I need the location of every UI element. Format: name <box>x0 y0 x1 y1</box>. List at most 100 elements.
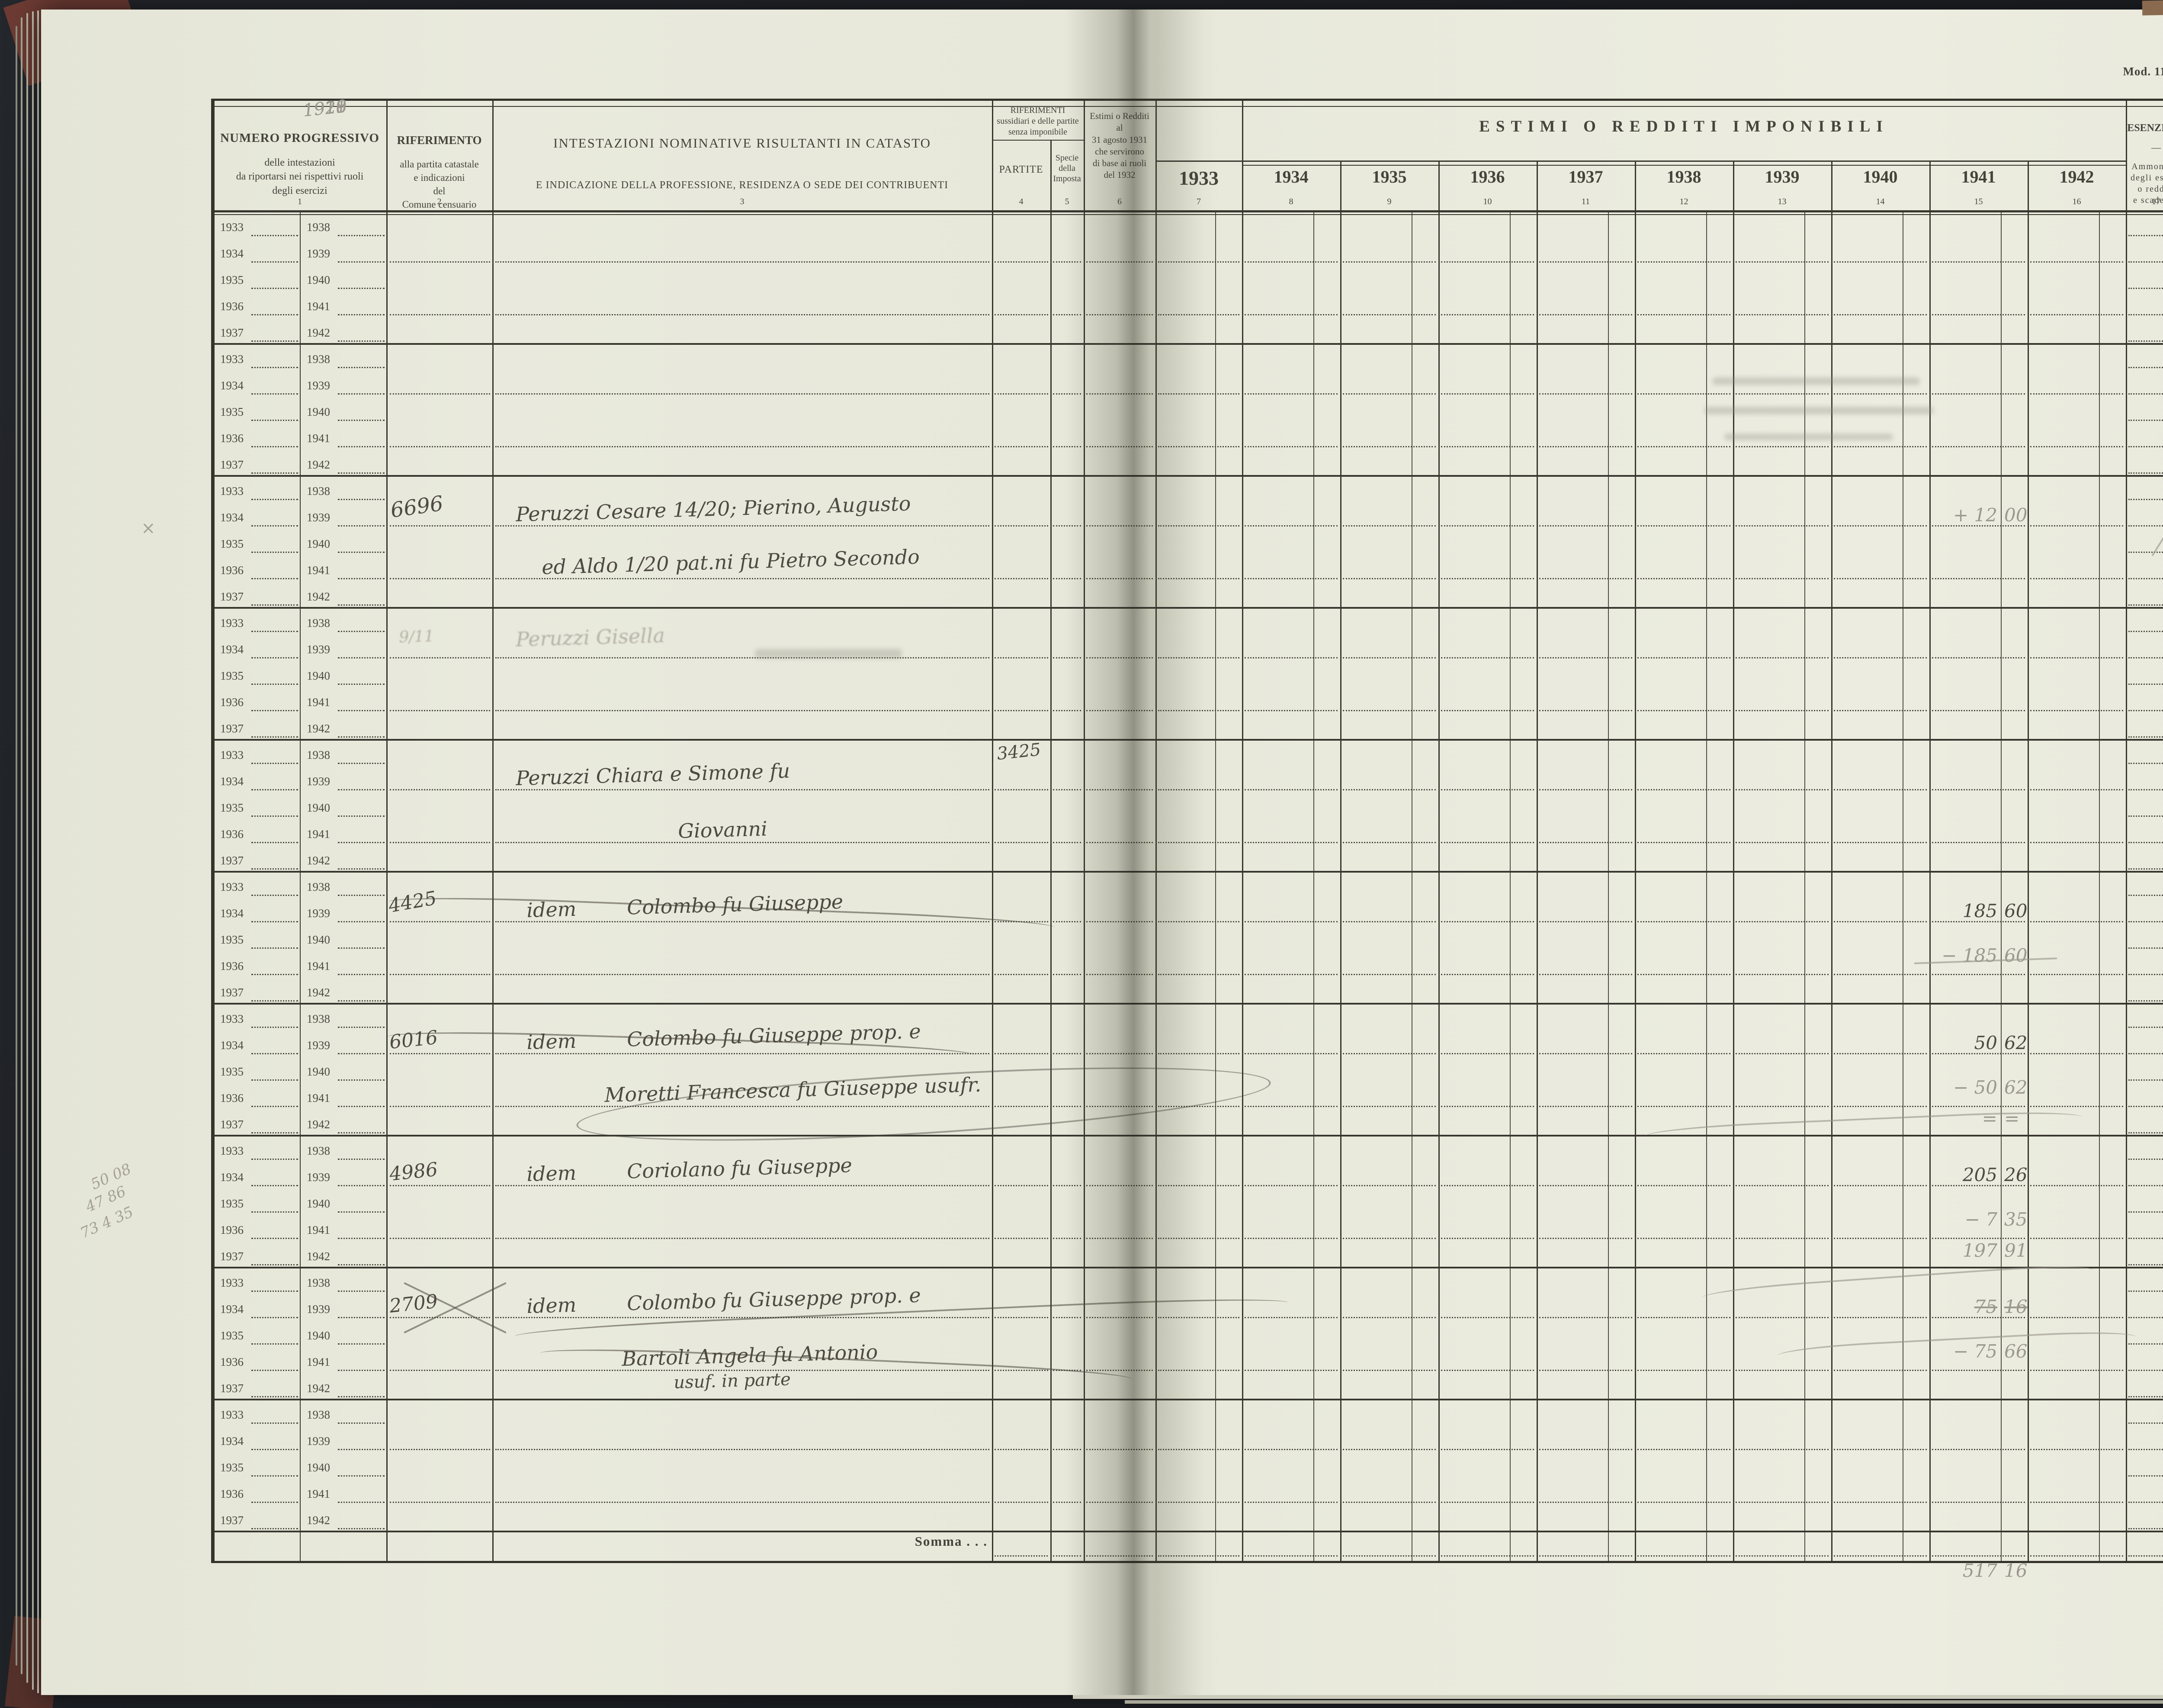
row-year-label: 1934 <box>220 1435 244 1448</box>
dotted-rule <box>995 710 1048 711</box>
dotted-rule <box>1441 1053 1534 1054</box>
dotted-rule <box>1441 657 1534 658</box>
ledger-table: NUMERO PROGRESSIVO delle intestazioni da… <box>211 96 2163 1581</box>
row-year-label: 1938 <box>307 880 330 893</box>
dotted-rule <box>1539 1370 1632 1371</box>
dotted-rule <box>2128 552 2163 553</box>
dotted-rule <box>1539 1555 1632 1557</box>
dotted-rule <box>251 446 298 447</box>
column-number: 8 <box>1289 197 1293 206</box>
row-year-label: 1935 <box>220 405 244 418</box>
dotted-rule <box>251 1396 298 1397</box>
dotted-rule <box>1441 921 1534 922</box>
grid-line-horizontal <box>213 475 2163 477</box>
dotted-rule <box>995 446 1048 447</box>
dotted-rule <box>2030 657 2123 658</box>
dotted-rule <box>2128 947 2163 949</box>
dotted-rule <box>1245 974 1338 975</box>
dotted-rule <box>338 446 385 447</box>
dotted-rule <box>1086 710 1153 711</box>
handwritten-entry: 4986 <box>388 1158 439 1185</box>
dotted-rule <box>1158 921 1239 922</box>
dotted-rule <box>390 657 490 658</box>
dotted-rule <box>1245 314 1338 315</box>
dotted-rule <box>2030 261 2123 263</box>
dotted-rule <box>1932 525 2025 527</box>
dotted-rule <box>1736 1106 1829 1107</box>
dotted-rule <box>338 1317 385 1318</box>
amount-lire: − 7 <box>1964 1209 1997 1230</box>
dotted-rule <box>338 1475 385 1477</box>
dotted-rule <box>1245 1053 1338 1054</box>
dotted-rule <box>2030 314 2123 315</box>
dotted-rule <box>251 393 298 395</box>
dotted-rule <box>495 393 989 395</box>
dotted-rule <box>390 921 490 922</box>
dotted-rule <box>2128 1396 2163 1397</box>
row-year-label: 1933 <box>220 1276 244 1289</box>
dotted-rule <box>338 657 385 658</box>
dotted-rule <box>1932 1106 2025 1107</box>
row-year-label: 1937 <box>220 722 244 735</box>
dotted-rule <box>338 420 385 421</box>
column-number: 2 <box>437 197 442 206</box>
dotted-rule <box>995 1502 1048 1503</box>
dotted-rule <box>2128 1185 2163 1186</box>
dotted-rule <box>1158 974 1239 975</box>
dotted-rule <box>251 815 298 817</box>
amount-lire: − 185 <box>1942 945 1997 966</box>
header-col17-dash: — <box>2151 142 2161 153</box>
row-year-label: 1933 <box>220 353 244 366</box>
dotted-rule <box>1932 1053 2025 1054</box>
dotted-rule <box>2128 367 2163 368</box>
dotted-rule <box>1158 1053 1239 1054</box>
dotted-rule <box>2128 1238 2163 1239</box>
grid-line-vertical <box>1929 161 1931 1561</box>
dotted-rule <box>1834 842 1927 843</box>
dotted-rule <box>1158 1317 1239 1318</box>
column-number: 7 <box>1197 197 1201 206</box>
dotted-rule <box>1245 1185 1338 1186</box>
dotted-rule <box>995 842 1048 843</box>
row-year-label: 1940 <box>307 933 330 946</box>
dotted-rule <box>2128 763 2163 764</box>
dotted-rule <box>1539 1449 1632 1450</box>
dotted-rule <box>495 446 989 447</box>
dotted-rule <box>338 1211 385 1213</box>
dotted-rule <box>2128 1106 2163 1107</box>
dotted-rule <box>495 1238 989 1239</box>
dotted-rule <box>2128 446 2163 447</box>
dotted-rule <box>1539 974 1632 975</box>
handwritten-amount: 517 16 <box>1929 1560 2028 1583</box>
strike-mark <box>1701 1262 2096 1306</box>
dotted-rule <box>1158 657 1239 658</box>
dotted-rule <box>251 1159 298 1160</box>
column-number: 17 <box>2152 197 2160 206</box>
header-col2: RIFERIMENTO alla partita catastale e ind… <box>386 126 492 219</box>
grid-line-vertical <box>1510 211 1511 1561</box>
dotted-rule <box>2128 1159 2163 1160</box>
grid-line-vertical <box>2126 101 2127 1561</box>
header-col6-title: Estimi o Redditi al 31 agosto 1931 che s… <box>1090 111 1149 180</box>
dotted-rule <box>338 631 385 632</box>
dotted-rule <box>1736 974 1829 975</box>
dotted-rule <box>2128 895 2163 896</box>
row-year-label: 1936 <box>220 432 244 445</box>
row-year-label: 1939 <box>307 775 330 788</box>
dotted-rule <box>1932 710 2025 711</box>
amount-lire: − 50 <box>1953 1077 1997 1098</box>
row-year-label: 1936 <box>220 960 244 973</box>
dotted-rule <box>390 446 490 447</box>
dotted-rule <box>2128 393 2163 395</box>
dotted-rule <box>1343 1502 1436 1503</box>
dotted-rule <box>338 1291 385 1292</box>
dotted-rule <box>1158 446 1239 447</box>
row-year-label: 1937 <box>220 854 244 867</box>
header-col5-title: Specie della Imposta <box>1053 153 1081 183</box>
row-year-label: 1933 <box>220 748 244 761</box>
dotted-rule <box>2128 921 2163 922</box>
dotted-rule <box>1086 261 1153 263</box>
row-year-label: 1935 <box>220 1197 244 1210</box>
row-year-label: 1934 <box>220 511 244 524</box>
